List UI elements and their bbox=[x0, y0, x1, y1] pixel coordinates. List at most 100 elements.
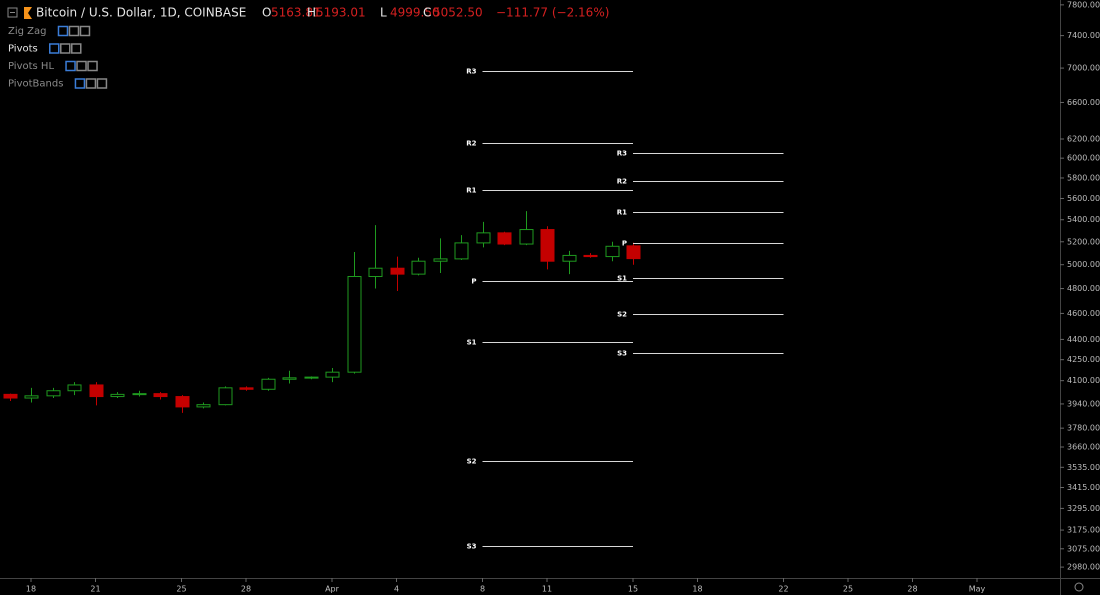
candle-body bbox=[605, 245, 620, 258]
low-value: 4999.50 bbox=[390, 6, 440, 20]
pivot-label: S1 bbox=[467, 339, 477, 347]
high-label: H bbox=[307, 6, 316, 20]
indicator-button[interactable] bbox=[85, 78, 97, 89]
indicator-button[interactable] bbox=[68, 25, 80, 37]
y-tick-label: 6600.00 bbox=[1067, 98, 1100, 107]
pivot-label: S3 bbox=[617, 350, 627, 358]
pivot-label: R2 bbox=[617, 178, 627, 186]
indicator-button[interactable] bbox=[96, 78, 108, 89]
low-label: L bbox=[380, 6, 387, 20]
pivot-label: P bbox=[471, 278, 476, 286]
x-tick-label: 28 bbox=[241, 585, 251, 594]
indicator-button[interactable] bbox=[76, 60, 87, 72]
settings-button[interactable] bbox=[1074, 582, 1084, 592]
pivot-label: R3 bbox=[617, 150, 627, 158]
pivot-label: R1 bbox=[466, 187, 476, 195]
candle-body bbox=[626, 245, 641, 260]
open-value: 5163.81 bbox=[271, 6, 321, 20]
x-tick-label: May bbox=[969, 585, 986, 594]
candle-body bbox=[433, 258, 448, 262]
high-value: 5193.01 bbox=[316, 6, 366, 20]
pivot-label: R3 bbox=[466, 68, 476, 76]
y-tick-label: 3940.00 bbox=[1067, 399, 1100, 408]
indicator-button[interactable] bbox=[49, 43, 60, 54]
pivot-label: S2 bbox=[467, 458, 477, 466]
close-label: C bbox=[423, 6, 431, 20]
symbol-icon bbox=[24, 7, 32, 19]
x-tick-label: 25 bbox=[843, 585, 853, 594]
candle-body bbox=[390, 267, 405, 275]
indicator-name[interactable]: Pivots HL bbox=[8, 61, 54, 72]
candle-body bbox=[261, 378, 276, 390]
candle-body bbox=[497, 232, 512, 245]
y-tick-label: 4600.00 bbox=[1067, 309, 1100, 318]
x-tick-label: 4 bbox=[394, 585, 399, 594]
pivot-label: R2 bbox=[466, 140, 476, 148]
y-tick-label: 3175.00 bbox=[1067, 526, 1100, 535]
indicator-name[interactable]: PivotBands bbox=[8, 79, 63, 90]
x-tick-label: 22 bbox=[778, 585, 788, 594]
candle-body bbox=[89, 384, 104, 398]
x-tick-label: 21 bbox=[90, 585, 100, 594]
pivot-label: R1 bbox=[617, 209, 627, 217]
y-tick-label: 6000.00 bbox=[1067, 154, 1100, 163]
indicator-name[interactable]: Pivots bbox=[8, 44, 38, 55]
y-tick-label: 3535.00 bbox=[1067, 463, 1100, 472]
y-tick-label: 7000.00 bbox=[1067, 64, 1100, 73]
x-tick-label: 8 bbox=[480, 585, 485, 594]
candle-body bbox=[3, 393, 18, 399]
open-label: O bbox=[262, 6, 271, 20]
indicator-button[interactable] bbox=[79, 25, 91, 37]
y-tick-label: 3295.00 bbox=[1067, 504, 1100, 513]
y-tick-label: 3660.00 bbox=[1067, 443, 1100, 452]
indicator-button[interactable] bbox=[74, 78, 86, 89]
indicator-button[interactable] bbox=[60, 43, 71, 54]
candle-body bbox=[67, 384, 82, 392]
candle-body bbox=[282, 377, 297, 380]
candle-body bbox=[218, 387, 233, 406]
candle-body bbox=[239, 387, 254, 390]
y-tick-label: 4400.00 bbox=[1067, 335, 1100, 344]
change-value: −111.77 (−2.16%) bbox=[496, 6, 609, 20]
y-tick-label: 5800.00 bbox=[1067, 173, 1100, 182]
pivot-label: S3 bbox=[467, 543, 477, 551]
x-tick-label: Apr bbox=[325, 585, 340, 594]
y-tick-label: 3075.00 bbox=[1067, 544, 1100, 553]
indicator-button[interactable] bbox=[57, 25, 69, 37]
y-tick-label: 6200.00 bbox=[1067, 135, 1100, 144]
candle-body bbox=[175, 396, 190, 408]
chart-title[interactable]: Bitcoin / U.S. Dollar, 1D, COINBASE bbox=[36, 6, 246, 20]
pivot-label: S1 bbox=[617, 275, 627, 283]
x-tick-label: 28 bbox=[907, 585, 917, 594]
candle-body bbox=[347, 276, 362, 373]
indicator-button[interactable] bbox=[71, 43, 82, 54]
candle-body bbox=[476, 232, 491, 244]
y-tick-label: 7400.00 bbox=[1067, 31, 1100, 40]
pivot-label: S2 bbox=[617, 311, 627, 319]
y-tick-label: 3415.00 bbox=[1067, 483, 1100, 492]
y-tick-label: 4250.00 bbox=[1067, 355, 1100, 364]
candle-body bbox=[454, 242, 469, 260]
collapse-button[interactable] bbox=[7, 7, 18, 18]
indicator-name[interactable]: Zig Zag bbox=[8, 26, 46, 37]
close-value: 5052.50 bbox=[433, 6, 483, 20]
x-tick-label: 25 bbox=[176, 585, 186, 594]
y-tick-label: 4100.00 bbox=[1067, 376, 1100, 385]
x-tick-label: 18 bbox=[692, 585, 702, 594]
candle-body bbox=[46, 390, 61, 397]
candle-body bbox=[562, 254, 577, 262]
indicator-button[interactable] bbox=[87, 60, 98, 72]
indicator-button[interactable] bbox=[65, 60, 76, 72]
candle-body bbox=[540, 229, 555, 262]
candle-body bbox=[153, 393, 168, 398]
candle-body bbox=[110, 393, 125, 398]
y-tick-label: 5600.00 bbox=[1067, 194, 1100, 203]
y-tick-label: 5400.00 bbox=[1067, 215, 1100, 224]
y-tick-label: 7800.00 bbox=[1067, 0, 1100, 9]
candle-body bbox=[325, 371, 340, 378]
y-tick-label: 2980.00 bbox=[1067, 563, 1100, 572]
y-tick-label: 3780.00 bbox=[1067, 424, 1100, 433]
x-tick-label: 11 bbox=[542, 585, 552, 594]
